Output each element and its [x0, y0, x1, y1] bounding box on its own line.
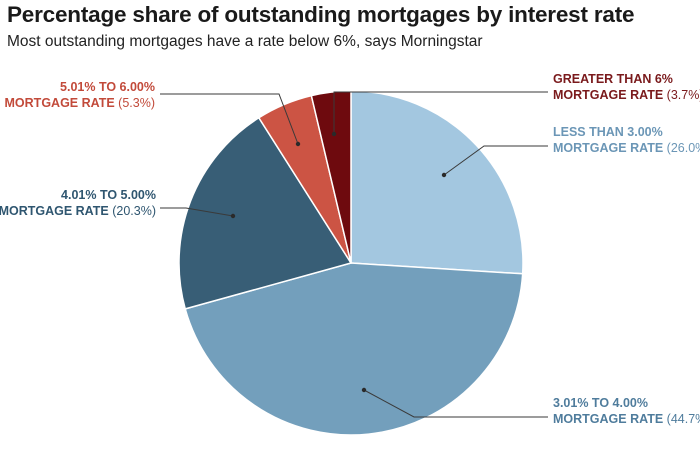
slice-label-line2: MORTGAGE RATE: [553, 88, 667, 102]
leader-dot: [295, 141, 301, 147]
slice-label-line2: MORTGAGE RATE: [5, 96, 119, 110]
slice-label-line2: MORTGAGE RATE: [553, 412, 667, 426]
slice-label-line1: 5.01% TO 6.00%: [60, 80, 155, 94]
slice-label-value: (26.0%): [667, 141, 700, 155]
slice-label: 4.01% TO 5.00% MORTGAGE RATE (20.3%): [0, 188, 156, 218]
slice-label-line1: 4.01% TO 5.00%: [61, 188, 156, 202]
pie-slice: [178, 117, 352, 310]
pie-slice: [184, 262, 524, 436]
leader-line: [160, 93, 299, 145]
leader-line: [443, 145, 548, 176]
pie-slices: [178, 90, 524, 436]
leader-dot: [331, 131, 337, 137]
slice-label-line2: MORTGAGE RATE: [0, 204, 112, 218]
leader-dot: [441, 172, 447, 178]
leader-dot: [230, 213, 236, 219]
slice-labels: LESS THAN 3.00% MORTGAGE RATE (26.0%) 3.01…: [0, 72, 700, 426]
slice-label-value: (44.7%): [667, 412, 700, 426]
chart-title: Percentage share of outstanding mortgage…: [7, 2, 635, 27]
slice-label-line1: 3.01% TO 4.00%: [553, 396, 648, 410]
leader-line: [333, 91, 548, 134]
leader-line: [160, 207, 234, 217]
slice-label-line2: MORTGAGE RATE: [553, 141, 667, 155]
slice-label-value: (20.3%): [112, 204, 156, 218]
chart-subtitle: Most outstanding mortgages have a rate b…: [7, 33, 483, 50]
slice-label: 5.01% TO 6.00% MORTGAGE RATE (5.3%): [5, 80, 155, 110]
slice-label-value: (5.3%): [118, 96, 155, 110]
pie-slice: [310, 90, 352, 264]
leader-line: [363, 389, 548, 418]
leader-dot: [361, 387, 367, 393]
pie-slice: [350, 90, 524, 275]
slice-label: GREATER THAN 6% MORTGAGE RATE (3.7%): [553, 72, 700, 102]
slice-label-value: (3.7%): [667, 88, 700, 102]
slice-label: LESS THAN 3.00% MORTGAGE RATE (26.0%): [553, 125, 700, 155]
slice-label-line1: GREATER THAN 6%: [553, 72, 673, 86]
slice-label-line1: LESS THAN 3.00%: [553, 125, 663, 139]
slice-label: 3.01% TO 4.00% MORTGAGE RATE (44.7%): [553, 396, 700, 426]
leader-lines: [160, 91, 548, 418]
